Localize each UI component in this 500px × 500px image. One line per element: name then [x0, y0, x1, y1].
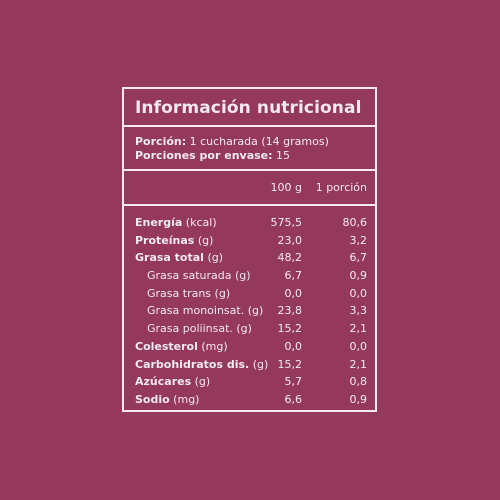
nutrient-unit: (mg)	[169, 392, 200, 406]
nutrient-row: Energía (kcal) 575,5 80,6	[124, 214, 375, 232]
nutrient-label: Grasa saturada (g)	[147, 267, 251, 285]
nutrient-row: Sodio (mg) 6,6 0,9	[124, 391, 375, 409]
serving-size-label: Porción:	[135, 135, 187, 148]
nutrient-unit: (g)	[231, 269, 251, 283]
nutrient-label: Azúcares (g)	[135, 373, 210, 391]
nutrient-row: Grasa poliinsat. (g) 15,2 2,1	[124, 320, 375, 338]
value-per-100g: 23,0	[277, 233, 303, 247]
column-header-100g: 100 g	[270, 181, 302, 194]
value-per-portion: 0,9	[349, 392, 368, 406]
nutrient-unit: (g)	[194, 233, 214, 247]
nutrient-unit: (g)	[191, 375, 211, 389]
value-per-portion: 6,7	[349, 251, 368, 265]
value-per-100g: 6,7	[284, 269, 303, 283]
value-per-portion: 0,8	[349, 375, 368, 389]
nutrient-label: Grasa trans (g)	[147, 285, 230, 303]
panel-title: Información nutricional	[135, 98, 362, 118]
value-per-100g: 0,0	[284, 286, 303, 300]
nutrient-label: Grasa poliinsat. (g)	[147, 320, 252, 338]
value-per-portion: 0,0	[349, 286, 368, 300]
nutrient-row: Grasa saturada (g) 6,7 0,9	[124, 267, 375, 285]
nutrient-name: Grasa total	[135, 251, 204, 265]
nutrient-name: Energía	[135, 216, 183, 229]
nutrient-unit: (g)	[244, 304, 264, 318]
nutrition-facts-panel: Información nutricional Porción: 1 cucha…	[122, 87, 377, 412]
nutrient-name: Colesterol	[135, 339, 198, 353]
servings-per-container-value: 15	[272, 149, 291, 162]
serving-size-value: 1 cucharada (14 gramos)	[186, 135, 329, 148]
value-per-100g: 6,6	[284, 392, 303, 406]
value-per-100g: 23,8	[277, 304, 303, 318]
nutrient-unit: (g)	[232, 322, 252, 336]
divider-serving	[124, 169, 375, 171]
value-per-100g: 0,0	[284, 339, 303, 353]
nutrient-row: Grasa total (g) 48,2 6,7	[124, 249, 375, 267]
nutrient-label: Carbohidratos dis. (g)	[135, 356, 268, 374]
nutrient-label: Colesterol (mg)	[135, 338, 228, 356]
nutrient-unit: (g)	[211, 286, 231, 300]
value-per-portion: 0,9	[349, 269, 368, 283]
nutrient-row: Azúcares (g) 5,7 0,8	[124, 373, 375, 391]
nutrient-row: Grasa trans (g) 0,0 0,0	[124, 285, 375, 303]
column-header-portion: 1 porción	[315, 181, 367, 194]
value-per-portion: 3,2	[349, 233, 368, 247]
nutrient-name: Proteínas	[135, 233, 195, 247]
value-per-portion: 80,6	[342, 216, 368, 229]
value-per-portion: 2,1	[349, 357, 368, 371]
nutrient-row: Carbohidratos dis. (g) 15,2 2,1	[124, 356, 375, 374]
nutrient-name: Carbohidratos dis.	[135, 357, 250, 371]
nutrient-label: Grasa total (g)	[135, 249, 223, 267]
value-per-100g: 15,2	[277, 357, 303, 371]
value-per-portion: 0,0	[349, 339, 368, 353]
nutrient-label: Sodio (mg)	[135, 391, 199, 409]
value-per-100g: 15,2	[277, 322, 303, 336]
nutrient-name: Grasa trans	[147, 286, 212, 300]
nutrient-unit: (kcal)	[182, 216, 217, 229]
nutrient-name: Grasa saturada	[147, 269, 232, 283]
nutrient-label: Energía (kcal)	[135, 214, 217, 232]
value-per-100g: 48,2	[277, 251, 303, 265]
divider-title	[124, 125, 375, 127]
nutrient-unit: (mg)	[197, 339, 228, 353]
value-per-portion: 2,1	[349, 322, 368, 336]
serving-size-line: Porción: 1 cucharada (14 gramos)	[135, 135, 329, 148]
nutrient-unit: (g)	[203, 251, 224, 265]
value-per-portion: 3,3	[349, 304, 368, 318]
value-per-100g: 5,7	[284, 375, 303, 389]
nutrient-row: Grasa monoinsat. (g) 23,8 3,3	[124, 302, 375, 320]
divider-header	[124, 204, 375, 206]
nutrient-name: Azúcares	[135, 375, 192, 389]
servings-per-container-label: Porciones por envase:	[135, 149, 273, 162]
servings-per-container-line: Porciones por envase: 15	[135, 149, 290, 162]
nutrient-name: Grasa poliinsat.	[147, 322, 233, 336]
nutrient-rows: Energía (kcal) 575,5 80,6 Proteínas (g) 23,0…	[124, 214, 375, 409]
nutrient-name: Sodio	[135, 392, 170, 406]
nutrient-name: Grasa monoinsat.	[147, 304, 245, 318]
value-per-100g: 575,5	[270, 216, 303, 229]
nutrient-unit: (g)	[249, 357, 269, 371]
nutrient-label: Grasa monoinsat. (g)	[147, 302, 263, 320]
nutrient-row: Colesterol (mg) 0,0 0,0	[124, 338, 375, 356]
nutrient-label: Proteínas (g)	[135, 232, 213, 250]
nutrient-row: Proteínas (g) 23,0 3,2	[124, 232, 375, 250]
